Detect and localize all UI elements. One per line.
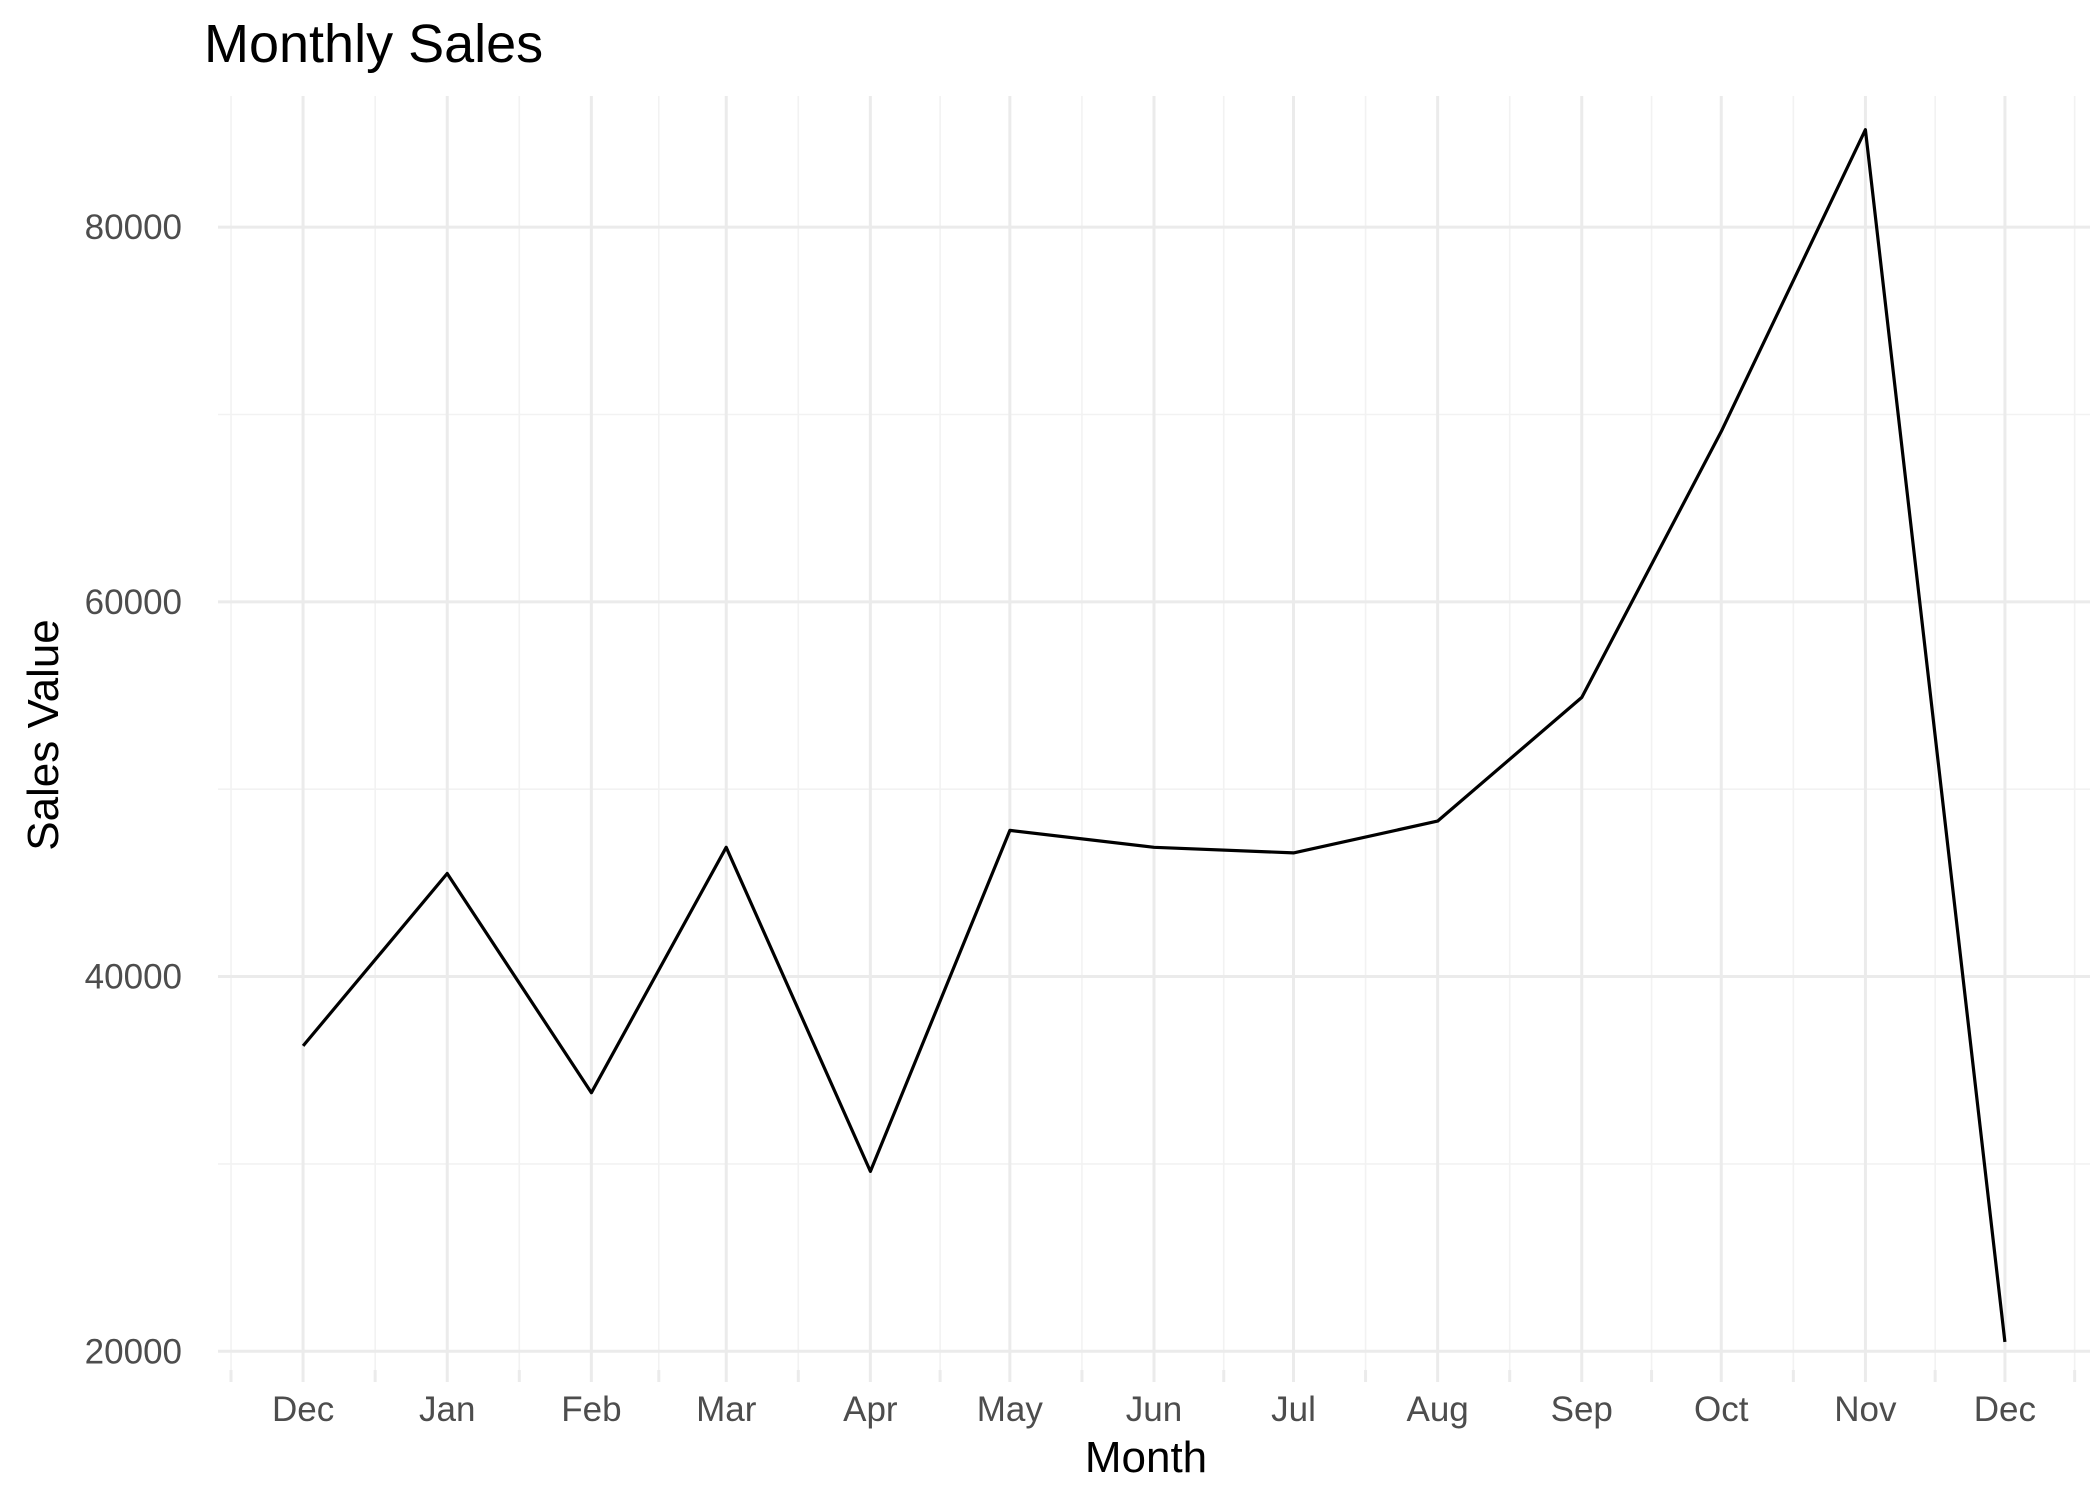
y-tick-label: 60000 xyxy=(85,583,182,622)
x-tick-label: Oct xyxy=(1694,1390,1749,1429)
y-tick-labels: 20000 40000 60000 80000 xyxy=(85,208,182,1371)
x-tick-label: Dec xyxy=(1974,1390,2036,1429)
sales-series-line xyxy=(301,128,2007,1343)
y-axis-title: Sales Value xyxy=(19,619,68,851)
y-tick-label: 40000 xyxy=(85,958,182,997)
x-tick-label: Jul xyxy=(1271,1390,1316,1429)
x-tick-label: Feb xyxy=(561,1390,621,1429)
minor-grid xyxy=(218,96,2090,1370)
axis-ticks xyxy=(229,1370,2077,1382)
x-tick-label: Dec xyxy=(272,1390,334,1429)
chart-title: Monthly Sales xyxy=(204,14,543,74)
x-tick-label: Jan xyxy=(419,1390,475,1429)
y-tick-label: 20000 xyxy=(85,1332,182,1371)
x-tick-label: Apr xyxy=(843,1390,898,1429)
x-tick-label: Mar xyxy=(696,1390,757,1429)
x-tick-label: Nov xyxy=(1834,1390,1897,1429)
y-tick-label: 80000 xyxy=(85,208,182,247)
x-tick-label: Sep xyxy=(1551,1390,1613,1429)
series-layer xyxy=(301,128,2007,1343)
x-tick-label: Jun xyxy=(1126,1390,1182,1429)
x-tick-label: Aug xyxy=(1406,1390,1468,1429)
x-axis-title: Month xyxy=(1085,1433,1207,1482)
x-tick-labels: Dec Jan Feb Mar Apr May Jun Jul Aug Sep Oct Nov Dec xyxy=(272,1390,2036,1429)
major-grid xyxy=(218,96,2090,1370)
x-tick-label: May xyxy=(977,1390,1044,1429)
